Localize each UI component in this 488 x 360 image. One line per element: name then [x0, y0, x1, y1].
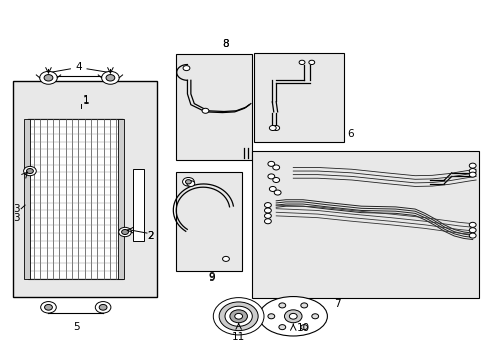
Circle shape: [278, 303, 285, 308]
Text: 2: 2: [147, 231, 154, 241]
Circle shape: [122, 229, 128, 234]
Circle shape: [264, 213, 271, 219]
Circle shape: [26, 168, 33, 174]
Circle shape: [182, 177, 194, 186]
Circle shape: [278, 325, 285, 330]
Circle shape: [269, 126, 276, 131]
Bar: [251, 151, 478, 298]
Bar: [254, 53, 344, 142]
Bar: [133, 169, 144, 241]
Circle shape: [213, 298, 264, 335]
Text: 1: 1: [82, 96, 89, 106]
Circle shape: [222, 256, 229, 261]
Circle shape: [311, 314, 318, 319]
Circle shape: [272, 126, 279, 131]
Circle shape: [40, 71, 57, 84]
Circle shape: [468, 222, 475, 227]
Bar: [24, 119, 30, 279]
Circle shape: [185, 180, 191, 184]
Bar: [176, 172, 242, 271]
Circle shape: [264, 208, 271, 213]
Circle shape: [23, 166, 36, 176]
Text: 4: 4: [75, 62, 82, 72]
Circle shape: [289, 314, 297, 319]
Text: 3: 3: [13, 213, 20, 222]
Circle shape: [468, 172, 475, 177]
Text: 5: 5: [73, 322, 80, 332]
Circle shape: [44, 75, 53, 81]
Text: 6: 6: [346, 129, 353, 139]
Circle shape: [219, 302, 258, 330]
Circle shape: [274, 190, 281, 195]
Circle shape: [106, 75, 115, 81]
Circle shape: [264, 219, 271, 224]
Bar: [176, 54, 251, 160]
Circle shape: [267, 314, 274, 319]
Circle shape: [119, 227, 131, 237]
Ellipse shape: [259, 297, 327, 336]
Circle shape: [224, 306, 252, 326]
Circle shape: [202, 108, 208, 113]
Circle shape: [186, 181, 194, 186]
Circle shape: [183, 66, 189, 71]
Circle shape: [234, 314, 242, 319]
Circle shape: [300, 325, 307, 330]
Text: 3: 3: [13, 204, 20, 214]
Text: 2: 2: [147, 231, 154, 240]
Circle shape: [41, 302, 56, 313]
Circle shape: [468, 168, 475, 174]
Bar: [118, 119, 123, 279]
Circle shape: [44, 305, 52, 310]
Circle shape: [95, 302, 111, 313]
Circle shape: [272, 165, 279, 170]
Text: 10: 10: [296, 323, 309, 333]
Circle shape: [267, 174, 274, 179]
Polygon shape: [27, 119, 122, 279]
Circle shape: [264, 203, 271, 208]
Circle shape: [284, 310, 302, 323]
Circle shape: [267, 161, 274, 166]
Circle shape: [468, 233, 475, 238]
Text: 9: 9: [207, 272, 214, 282]
Circle shape: [468, 228, 475, 233]
Text: 8: 8: [222, 40, 229, 49]
Circle shape: [308, 60, 314, 64]
Text: 8: 8: [222, 40, 229, 49]
Text: 7: 7: [333, 299, 340, 309]
Circle shape: [272, 177, 279, 183]
Circle shape: [468, 163, 475, 168]
Text: 9: 9: [207, 273, 214, 283]
Text: 11: 11: [231, 332, 245, 342]
Circle shape: [102, 71, 119, 84]
Circle shape: [99, 305, 107, 310]
Circle shape: [299, 60, 305, 64]
Circle shape: [229, 310, 247, 323]
Bar: [13, 81, 157, 297]
Circle shape: [269, 186, 276, 192]
Text: 1: 1: [82, 95, 89, 105]
Circle shape: [300, 303, 307, 308]
